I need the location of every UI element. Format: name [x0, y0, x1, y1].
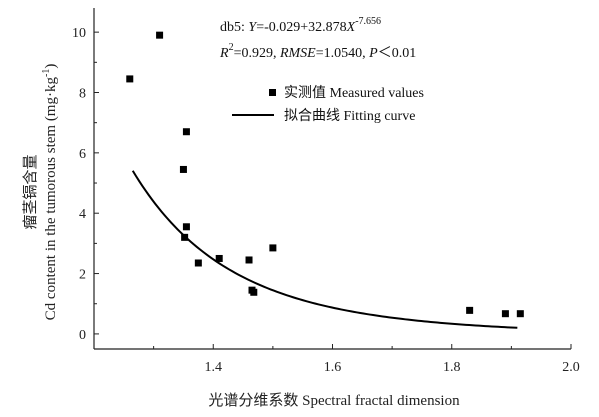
data-point — [156, 31, 164, 39]
equation-line-1: db5: Y=-0.029+32.878X-7.656 — [220, 16, 381, 35]
x-tick-label: 1.6 — [324, 360, 342, 375]
y-axis-title-cn: 瘤茎镉含量 — [22, 154, 39, 229]
legend-marker-measured — [269, 89, 276, 96]
data-point — [179, 165, 187, 173]
x-tick-label: 1.8 — [443, 360, 461, 375]
data-point — [245, 256, 253, 264]
data-point — [466, 306, 474, 314]
data-point — [182, 223, 190, 231]
data-point — [250, 288, 258, 296]
y-tick-label: 8 — [79, 86, 86, 101]
y-tick-label: 4 — [79, 207, 86, 222]
data-point — [501, 310, 509, 318]
data-point — [182, 128, 190, 136]
legend: 实测值 Measured values 拟合曲线 Fitting curve — [232, 85, 424, 124]
data-point — [215, 254, 223, 262]
y-tick-label: 0 — [79, 328, 86, 343]
data-point — [269, 244, 277, 252]
fitting-curve-group — [131, 170, 518, 329]
x-tick-label: 2.0 — [562, 360, 580, 375]
data-point — [516, 310, 524, 318]
x-axis-title: 光谱分维系数 Spectral fractal dimension — [208, 392, 460, 409]
fitting-curve — [131, 170, 518, 329]
legend-label-measured: 实测值 Measured values — [284, 85, 424, 101]
data-point — [126, 75, 134, 83]
axes: 0 2 4 6 8 10 1.4 1.6 1.8 2.0 — [72, 8, 580, 375]
data-point — [194, 259, 202, 267]
y-tick-label: 10 — [72, 26, 86, 41]
equation-annotation: db5: Y=-0.029+32.878X-7.656 R2=0.929, RM… — [219, 16, 416, 61]
data-points — [126, 31, 524, 318]
legend-label-fitting: 拟合曲线 Fitting curve — [284, 108, 415, 124]
y-tick-label: 6 — [79, 147, 86, 162]
y-tick-label: 2 — [79, 268, 86, 283]
y-axis-title-en: Cd content in the tumorous stem (mg·kg-1… — [41, 64, 59, 321]
x-tick-label: 1.4 — [205, 360, 223, 375]
equation-line-2: R2=0.929, RMSE=1.0540, P＜0.01 — [219, 42, 416, 61]
